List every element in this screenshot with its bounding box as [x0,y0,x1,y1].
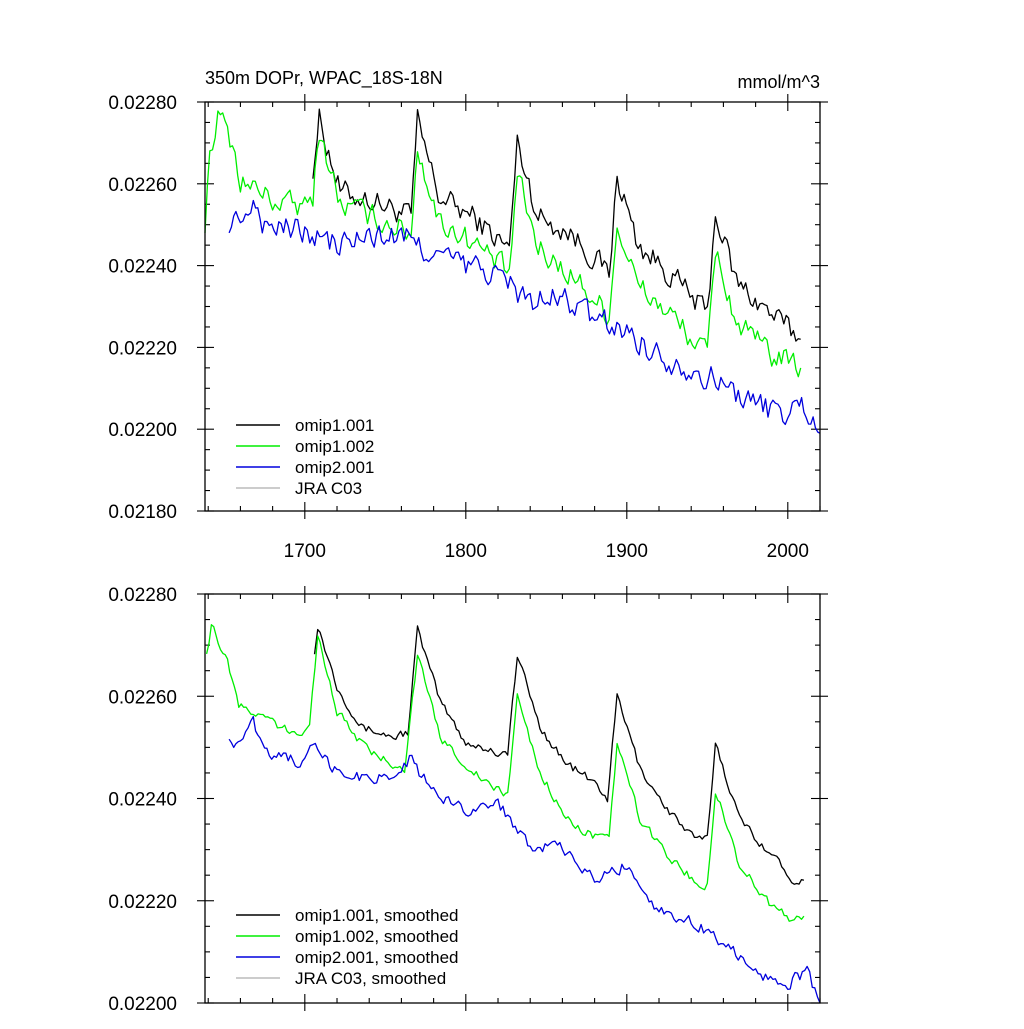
y-tick-label: 0.02240 [108,257,177,278]
y-tick-label: 0.02240 [108,790,177,811]
series-line-omip1-002 [204,110,802,378]
top-ticks [197,94,828,519]
legend-label: omip1.002, smoothed [295,927,459,946]
y-tick-label: 0.02260 [108,175,177,196]
bottom-plot-frame [204,593,821,1004]
x-tick-label: 2000 [767,541,809,562]
bottom-ticks [197,586,828,1011]
y-tick-label: 0.02280 [108,93,177,114]
y-tick-label: 0.02180 [108,502,177,523]
series-line-omip1-001 [312,108,801,342]
legend-label: omip1.001 [295,416,374,435]
legend-label: JRA C03, smoothed [295,969,446,988]
chart-units: mmol/m^3 [738,72,820,92]
y-tick-label: 0.02260 [108,687,177,708]
legend-label: omip1.002 [295,437,374,456]
bottom-legend: omip1.001, smoothed omip1.002, smoothed om… [236,906,459,988]
y-tick-label: 0.02220 [108,338,177,359]
bottom-series [205,624,821,1004]
series-line-omip1-002-smoothed [205,624,805,922]
legend-label: omip2.001 [295,458,374,477]
y-tick-label: 0.02220 [108,892,177,913]
chart-title-left: 350m DOPr, WPAC_18S-18N [205,68,443,89]
series-line-omip2-001-smoothed [228,715,821,1004]
legend-label: omip1.001, smoothed [295,906,459,925]
x-tick-label: 1800 [445,541,487,562]
bottom-tick-labels: 0.02200 0.02220 0.02240 0.02260 0.02280 [108,585,177,1015]
y-tick-label: 0.02200 [108,994,177,1015]
top-series [204,108,821,434]
x-tick-label: 1700 [284,541,326,562]
top-legend: omip1.001 omip1.002 omip2.001 JRA C03 [236,416,374,498]
x-tick-label: 1900 [606,541,648,562]
top-panel: 350m DOPr, WPAC_18S-18N mmol/m^3 1700 180… [108,68,828,562]
y-tick-label: 0.02200 [108,420,177,441]
series-line-omip2-001 [228,199,821,434]
bottom-panel: 0.02200 0.02220 0.02240 0.02260 0.02280 omip… [108,585,828,1015]
y-tick-label: 0.02280 [108,585,177,606]
top-tick-labels: 1700 1800 1900 2000 0.02180 0.02200 0.02220 0.0… [108,93,809,562]
series-line-omip1-001-smoothed [313,625,805,885]
legend-label: JRA C03 [295,479,362,498]
top-plot-frame [204,101,821,512]
legend-label: omip2.001, smoothed [295,948,459,967]
